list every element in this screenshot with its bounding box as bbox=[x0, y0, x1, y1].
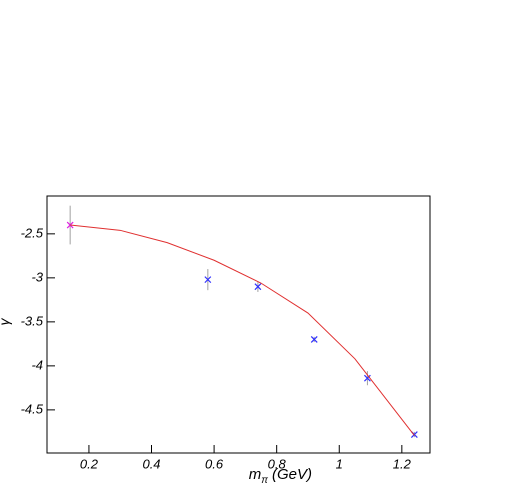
y-tick-label: -2.5 bbox=[21, 225, 44, 240]
x-axis-label: mπ (GeV) bbox=[249, 466, 312, 486]
y-tick-label: -3.5 bbox=[21, 313, 44, 328]
data-point bbox=[254, 283, 262, 291]
y-axis-label: γ bbox=[0, 318, 12, 326]
x-tick-label: 0.4 bbox=[142, 456, 160, 471]
y-tick-label: -4 bbox=[31, 357, 43, 372]
x-tick-label: 1 bbox=[336, 456, 343, 471]
data-point bbox=[204, 276, 212, 284]
plot-frame bbox=[46, 195, 431, 454]
x-label-subscript: π bbox=[261, 475, 268, 486]
x-label-symbol: m bbox=[249, 466, 262, 483]
data-point bbox=[310, 336, 318, 343]
y-tick-label: -3 bbox=[31, 269, 43, 284]
data-point bbox=[363, 374, 371, 382]
x-tick-label: 0.8 bbox=[268, 456, 287, 471]
y-tick-label: -4.5 bbox=[21, 401, 44, 416]
x-tick-label: 0.6 bbox=[205, 456, 224, 471]
fit-curve bbox=[70, 224, 415, 436]
x-tick-label: 1.2 bbox=[393, 456, 412, 471]
x-label-unit: (GeV) bbox=[272, 466, 312, 483]
x-tick-label: 0.2 bbox=[80, 456, 99, 471]
